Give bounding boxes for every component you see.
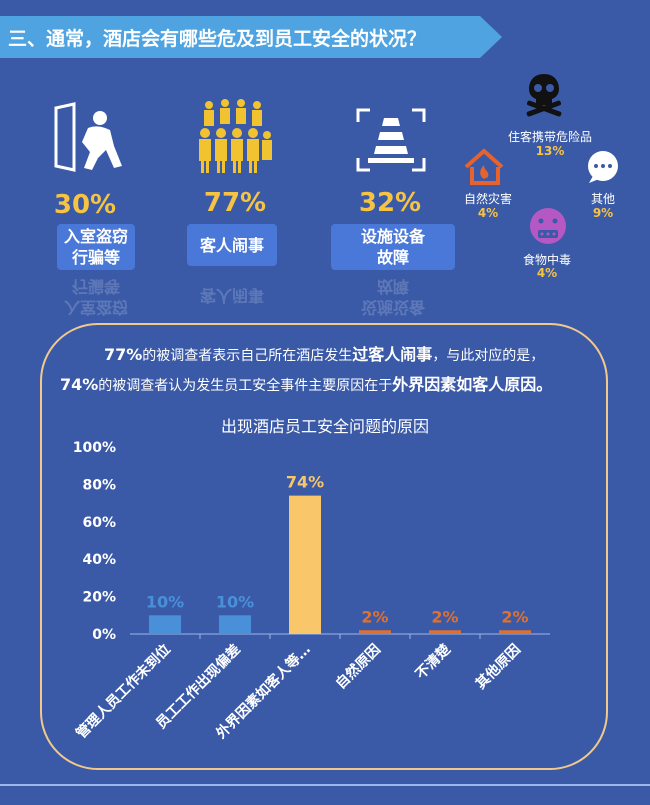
bar-value-label: 2% <box>431 607 458 626</box>
bar <box>289 495 321 634</box>
stat-pct-burglary: 30% <box>53 190 117 220</box>
skull-icon <box>526 74 562 117</box>
bar <box>219 615 251 634</box>
y-tick-label: 100% <box>73 440 116 456</box>
findings-panel <box>40 323 608 770</box>
summary-highlight-1: 过客人闹事 <box>352 345 433 364</box>
crowd-icon <box>199 99 272 173</box>
bar-value-label: 10% <box>146 592 184 611</box>
header-ribbon <box>0 16 480 58</box>
chart-title: 出现酒店员工安全问题的原因 <box>220 417 429 436</box>
x-category-label: 其他原因 <box>472 641 524 693</box>
other-pct-disaster: 4% <box>477 206 499 220</box>
section-header: 三、通常，酒店会有哪些危及到员工安全的状况？ <box>0 16 502 58</box>
stat-label-guests: 客人闹事 <box>187 224 277 266</box>
y-tick-label: 0% <box>92 627 116 643</box>
bottom-divider <box>0 784 650 786</box>
sick-face-icon <box>530 208 566 244</box>
bar <box>429 630 461 634</box>
bar <box>499 630 531 634</box>
summary-text-1a: 的被调查者表示自己所在酒店发生 <box>142 348 353 364</box>
y-tick-label: 40% <box>82 552 116 568</box>
bar-value-label: 10% <box>216 592 254 611</box>
other-label-other: 其他 <box>590 192 615 206</box>
burglar-icon <box>54 102 122 172</box>
x-category-label: 不清楚 <box>412 640 454 682</box>
fire-house-icon <box>464 148 504 185</box>
other-pct-other: 9% <box>592 206 614 220</box>
stat-pct-guests: 77% <box>203 188 267 218</box>
other-label-food: 食物中毒 <box>522 253 571 267</box>
other-label-hazardous: 住客携带危险品 <box>507 130 592 144</box>
summary-highlight-2: 外界因素如客人原因。 <box>392 375 553 394</box>
y-tick-label: 80% <box>82 477 116 493</box>
summary-line-1: 77%的被调查者表示自己所在酒店发生过客人闹事，与此对应的是， <box>104 341 644 365</box>
summary-pct-2: 74% <box>60 375 99 394</box>
bar-value-label: 2% <box>501 607 528 626</box>
summary-line-2: 74%的被调查者认为发生员工安全事件主要原因在于外界因素如客人原因。 <box>60 371 600 395</box>
summary-text-1b: ，与此对应的是， <box>432 348 545 364</box>
stat-label-burglary: 入室盗窃 行骗等 <box>57 224 135 270</box>
stat-pct-equipment: 32% <box>358 188 422 218</box>
summary-text-2a: 的被调查者认为发生员工安全事件主要原因在于 <box>98 378 393 394</box>
other-label-disaster: 自然灾害 <box>463 192 512 206</box>
stat-label-equipment: 设施设备 故障 <box>331 224 455 270</box>
bar-value-label: 2% <box>361 607 388 626</box>
speech-bubble-icon <box>588 151 618 183</box>
summary-pct-1: 77% <box>104 345 143 364</box>
other-pct-hazardous: 13% <box>535 144 565 158</box>
bar <box>359 630 391 634</box>
bar <box>149 615 181 634</box>
section-title: 三、通常，酒店会有哪些危及到员工安全的状况？ <box>8 28 427 50</box>
bar-value-label: 74% <box>286 473 324 492</box>
header-ribbon-arrow <box>480 16 502 58</box>
y-tick-label: 60% <box>82 515 116 531</box>
x-category-label: 自然原因 <box>332 641 384 693</box>
traffic-cone-icon <box>356 108 426 172</box>
y-tick-label: 20% <box>82 590 116 606</box>
other-pct-food: 4% <box>536 266 558 280</box>
